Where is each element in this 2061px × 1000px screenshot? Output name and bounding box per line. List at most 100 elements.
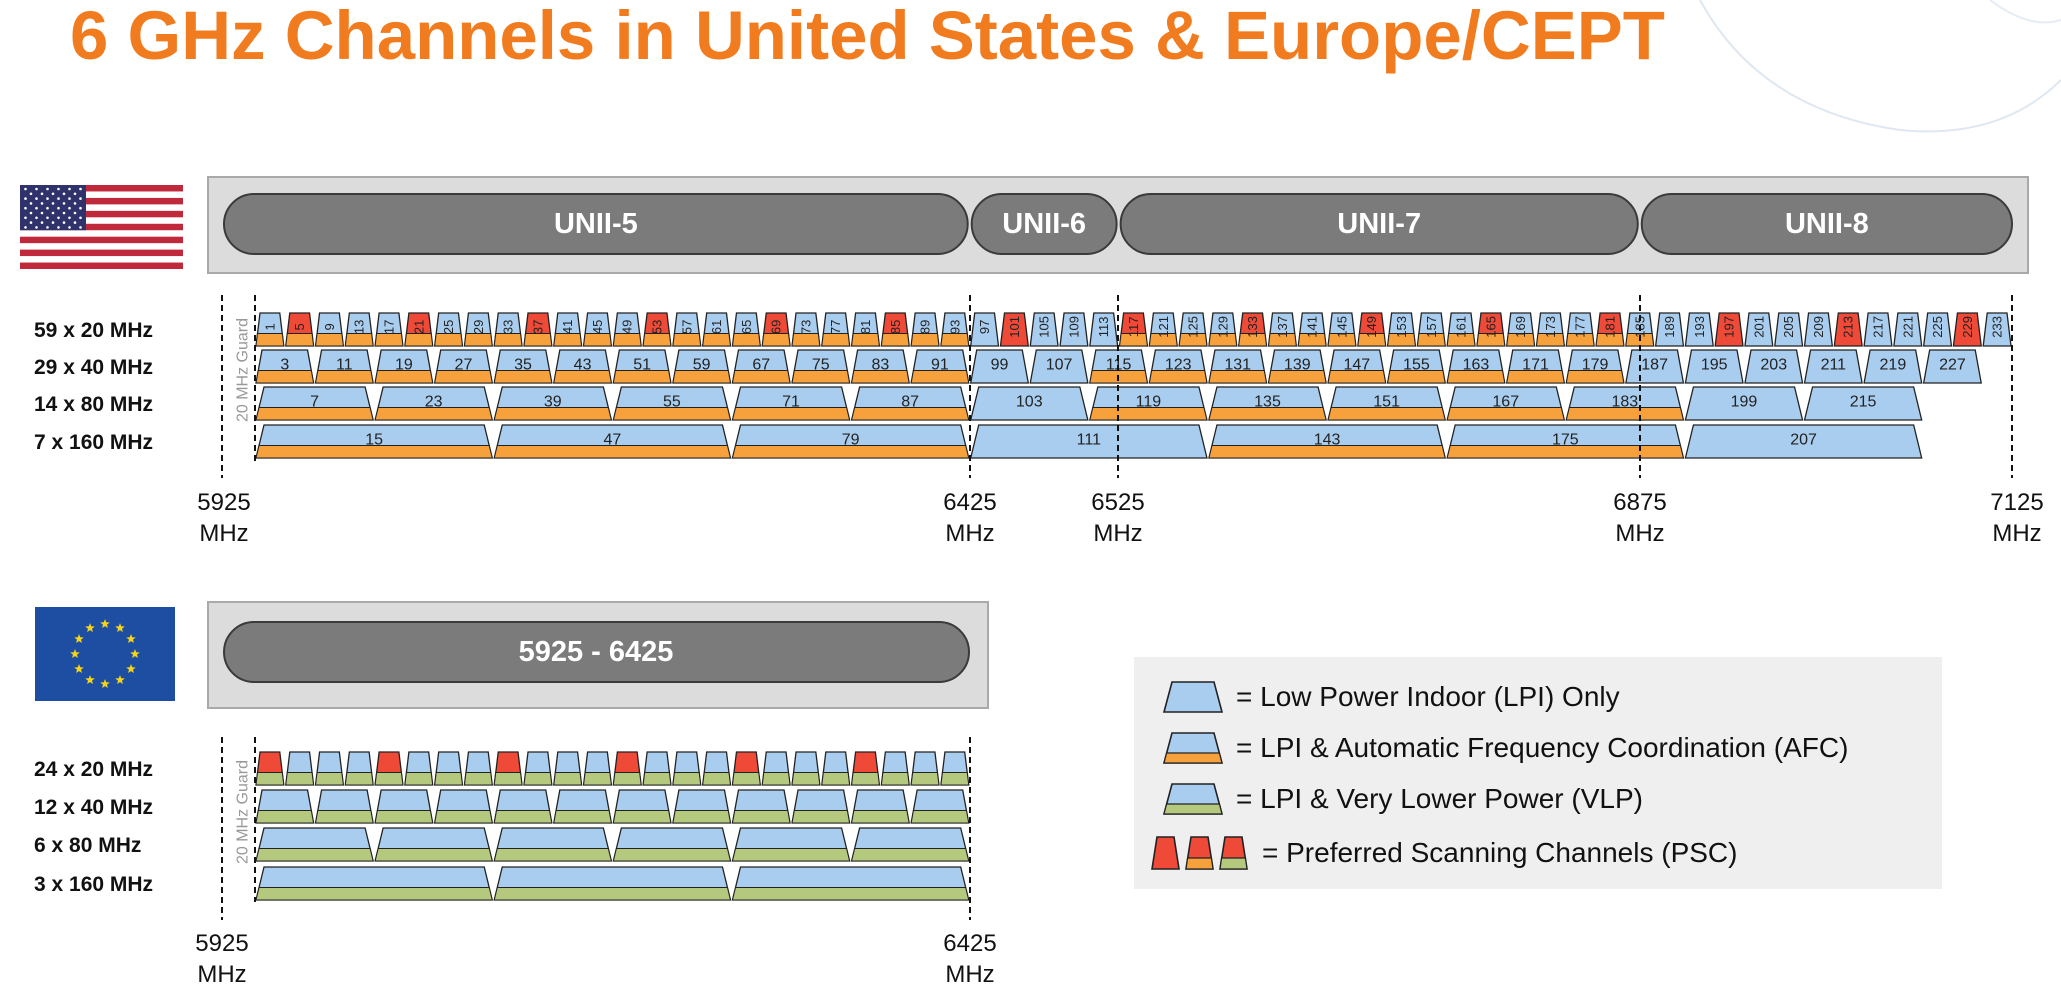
- channel-5: 5: [285, 312, 315, 347]
- eu-channel: [731, 827, 851, 862]
- band-pill-unii-5: [223, 193, 969, 255]
- frequency-value: 7125: [1990, 489, 2043, 516]
- channel-27: 27: [433, 349, 494, 384]
- channel-number: 1: [262, 323, 277, 330]
- legend-item-psc: = Preferred Scanning Channels (PSC): [1150, 833, 1737, 873]
- channel-145: 145: [1327, 312, 1357, 347]
- channel-139: 139: [1267, 349, 1327, 384]
- channel-67: 67: [731, 349, 791, 384]
- channel-49: 49: [612, 312, 642, 347]
- channel-111: 111: [969, 424, 1208, 459]
- channel-163: 163: [1446, 349, 1506, 384]
- guard-label: 20 MHz Guard: [235, 760, 252, 864]
- channel-number: 187: [1641, 356, 1668, 373]
- frequency-unit: MHz: [945, 520, 994, 547]
- channel-147: 147: [1327, 349, 1387, 384]
- eu-channel: [791, 789, 851, 824]
- eu-channel: [612, 827, 732, 862]
- channel-9: 9: [314, 312, 345, 347]
- eu-channel: [940, 751, 970, 786]
- channel-93: 93: [940, 312, 970, 347]
- eu-channel: [523, 751, 553, 786]
- frequency-unit: MHz: [1615, 520, 1664, 547]
- channel-number: 5: [292, 323, 307, 330]
- channel-197: 197: [1714, 312, 1744, 347]
- channel-number: 79: [842, 431, 860, 448]
- eu-channel: [374, 827, 494, 862]
- channel-number: 115: [1106, 356, 1132, 373]
- channel-219: 219: [1863, 349, 1923, 384]
- psc-trapezoid-icon: [1151, 836, 1248, 870]
- channel-number: 173: [1543, 316, 1558, 338]
- channel-141: 141: [1297, 312, 1327, 347]
- row-label: 59 x 20 MHz: [34, 319, 153, 342]
- channel-105: 105: [1029, 312, 1059, 347]
- channel-183: 183: [1565, 386, 1685, 421]
- channel-1: 1: [255, 312, 285, 347]
- channel-187: 187: [1625, 349, 1685, 384]
- channel-21: 21: [404, 312, 434, 347]
- channel-number: 179: [1582, 356, 1609, 373]
- channel-131: 131: [1208, 349, 1268, 384]
- channel-number: 137: [1275, 316, 1290, 338]
- channel-15: 15: [255, 424, 494, 459]
- eu-channel: [493, 789, 553, 824]
- eu-channel: [731, 751, 761, 786]
- band-label: UNII-6: [1002, 208, 1086, 240]
- eu-channel: [761, 751, 791, 786]
- channel-number: 103: [1016, 393, 1043, 410]
- channel-number: 27: [455, 356, 473, 373]
- channel-103: 103: [969, 386, 1089, 421]
- channel-213: 213: [1833, 312, 1863, 347]
- channel-151: 151: [1327, 386, 1447, 421]
- channel-number: 161: [1454, 316, 1469, 338]
- channel-109: 109: [1059, 312, 1089, 347]
- channel-number: 175: [1552, 431, 1579, 448]
- eu-channel: [493, 866, 732, 901]
- channel-137: 137: [1267, 312, 1298, 347]
- channel-number: 109: [1066, 316, 1081, 338]
- channel-number: 23: [425, 393, 443, 410]
- channel-number: 53: [650, 320, 665, 334]
- channel-29: 29: [463, 312, 493, 347]
- channel-157: 157: [1416, 312, 1446, 347]
- channel-number: 135: [1254, 393, 1281, 410]
- eu-channel: [910, 789, 970, 824]
- channel-97: 97: [969, 312, 1000, 347]
- channel-number: 165: [1483, 316, 1498, 338]
- row-label: 29 x 40 MHz: [34, 356, 153, 379]
- channel-number: 147: [1343, 356, 1370, 373]
- eu-channel: [255, 827, 374, 862]
- channel-99: 99: [969, 349, 1030, 384]
- channel-number: 121: [1156, 316, 1171, 338]
- eu-channel: [344, 751, 374, 786]
- channel-number: 25: [441, 320, 456, 334]
- channel-number: 17: [382, 320, 397, 334]
- channel-number: 111: [1077, 431, 1101, 448]
- channel-211: 211: [1803, 349, 1863, 384]
- channel-number: 207: [1790, 431, 1817, 448]
- channel-number: 171: [1522, 356, 1549, 373]
- channel-123: 123: [1148, 349, 1208, 384]
- channel-number: 233: [1990, 316, 2005, 338]
- eu-channel: [404, 751, 434, 786]
- channel-33: 33: [493, 312, 523, 347]
- channel-53: 53: [642, 312, 672, 347]
- vlp-trapezoid-icon: [1162, 783, 1224, 815]
- channel-number: 149: [1364, 316, 1379, 338]
- channel-number: 71: [782, 393, 800, 410]
- channel-number: 141: [1305, 316, 1320, 338]
- channel-number: 99: [991, 356, 1009, 373]
- eu-channel: [672, 751, 702, 786]
- channel-number: 133: [1245, 316, 1260, 338]
- band-pill-eu: [223, 621, 970, 683]
- channel-number: 41: [560, 320, 575, 334]
- channel-number: 101: [1007, 316, 1022, 338]
- eu-channel: [821, 751, 851, 786]
- eu-channel: [255, 751, 285, 786]
- channel-133: 133: [1237, 312, 1268, 347]
- page-title: 6 GHz Channels in United States & Europe…: [70, 0, 1665, 74]
- channel-number: 11: [336, 356, 353, 373]
- channel-number: 7: [310, 393, 319, 410]
- channel-81: 81: [850, 312, 881, 347]
